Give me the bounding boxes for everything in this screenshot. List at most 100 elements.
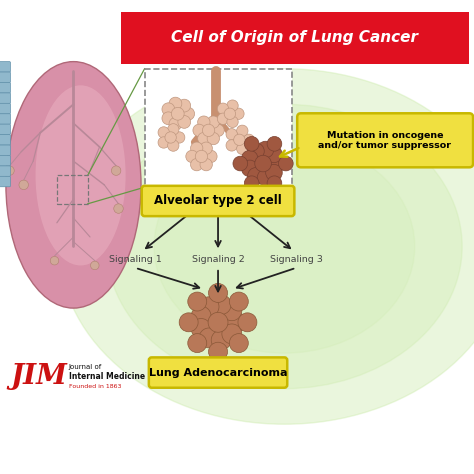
Ellipse shape (6, 62, 141, 308)
Circle shape (162, 103, 175, 116)
Circle shape (207, 116, 219, 128)
Text: Signaling 1: Signaling 1 (109, 255, 162, 264)
Circle shape (227, 100, 238, 111)
Text: Cell of Origin of Lung Cancer: Cell of Origin of Lung Cancer (171, 30, 419, 46)
Circle shape (19, 180, 28, 190)
Circle shape (257, 169, 274, 186)
Circle shape (178, 116, 191, 128)
Circle shape (269, 155, 285, 172)
Circle shape (222, 324, 242, 344)
Circle shape (265, 164, 282, 181)
Circle shape (247, 167, 264, 184)
Circle shape (224, 108, 236, 119)
Circle shape (265, 146, 282, 163)
Circle shape (209, 342, 228, 361)
Circle shape (217, 113, 228, 125)
Circle shape (229, 292, 248, 311)
Text: Lung Adenocarcinoma: Lung Adenocarcinoma (149, 367, 287, 378)
FancyBboxPatch shape (0, 103, 10, 114)
Circle shape (267, 176, 282, 191)
FancyBboxPatch shape (0, 124, 10, 135)
FancyBboxPatch shape (145, 69, 292, 187)
Circle shape (209, 283, 228, 302)
FancyBboxPatch shape (0, 176, 10, 187)
Circle shape (188, 292, 207, 311)
Circle shape (186, 150, 198, 163)
Circle shape (179, 313, 198, 332)
Circle shape (234, 134, 245, 146)
Circle shape (222, 301, 242, 321)
Circle shape (211, 295, 231, 315)
FancyBboxPatch shape (0, 135, 10, 145)
Ellipse shape (154, 140, 415, 353)
Circle shape (178, 99, 191, 112)
FancyBboxPatch shape (297, 113, 473, 167)
Circle shape (199, 328, 219, 348)
Text: Alveolar type 2 cell: Alveolar type 2 cell (154, 194, 282, 208)
Circle shape (255, 155, 272, 172)
FancyBboxPatch shape (121, 12, 469, 64)
Circle shape (237, 125, 248, 137)
Circle shape (200, 142, 212, 155)
Circle shape (169, 97, 182, 110)
Text: JIM: JIM (10, 364, 67, 390)
Circle shape (191, 319, 211, 338)
Circle shape (162, 112, 175, 125)
Circle shape (111, 166, 121, 175)
Circle shape (199, 297, 219, 317)
Text: Mutation in oncogene
and/or tumor suppressor: Mutation in oncogene and/or tumor suppre… (319, 131, 451, 150)
Circle shape (233, 156, 248, 171)
Circle shape (165, 132, 176, 143)
Circle shape (227, 116, 238, 128)
Circle shape (211, 330, 231, 350)
FancyBboxPatch shape (0, 72, 10, 82)
Circle shape (198, 132, 210, 145)
Circle shape (241, 150, 258, 167)
Circle shape (243, 134, 255, 146)
FancyBboxPatch shape (0, 155, 10, 166)
Circle shape (237, 143, 248, 155)
FancyBboxPatch shape (0, 166, 10, 176)
Circle shape (191, 142, 203, 155)
Circle shape (188, 334, 207, 353)
Circle shape (207, 132, 219, 145)
Circle shape (212, 124, 224, 137)
Circle shape (233, 108, 244, 119)
Circle shape (238, 313, 257, 332)
Circle shape (50, 256, 59, 265)
Text: Signaling 3: Signaling 3 (270, 255, 323, 264)
FancyBboxPatch shape (0, 82, 10, 93)
Ellipse shape (36, 85, 126, 265)
Circle shape (267, 137, 282, 151)
Circle shape (158, 127, 169, 138)
Circle shape (172, 108, 184, 120)
Circle shape (202, 124, 215, 137)
Circle shape (173, 132, 185, 143)
Circle shape (168, 124, 179, 135)
Text: Signaling 2: Signaling 2 (191, 255, 245, 264)
Circle shape (191, 306, 211, 326)
Circle shape (245, 176, 259, 191)
Ellipse shape (59, 69, 474, 424)
Circle shape (182, 108, 195, 120)
Circle shape (226, 140, 237, 151)
Circle shape (208, 312, 228, 332)
Circle shape (193, 124, 205, 137)
Circle shape (257, 141, 274, 158)
Circle shape (91, 261, 99, 270)
FancyBboxPatch shape (0, 93, 10, 103)
Circle shape (195, 150, 208, 163)
FancyBboxPatch shape (0, 62, 10, 72)
Circle shape (217, 103, 228, 114)
Circle shape (168, 140, 179, 151)
Circle shape (226, 312, 246, 332)
Circle shape (229, 334, 248, 353)
Circle shape (198, 116, 210, 128)
Circle shape (245, 137, 259, 151)
Circle shape (205, 150, 217, 163)
Circle shape (200, 158, 212, 171)
Circle shape (5, 166, 14, 175)
Circle shape (169, 118, 182, 130)
Circle shape (241, 160, 258, 177)
Circle shape (279, 156, 293, 171)
